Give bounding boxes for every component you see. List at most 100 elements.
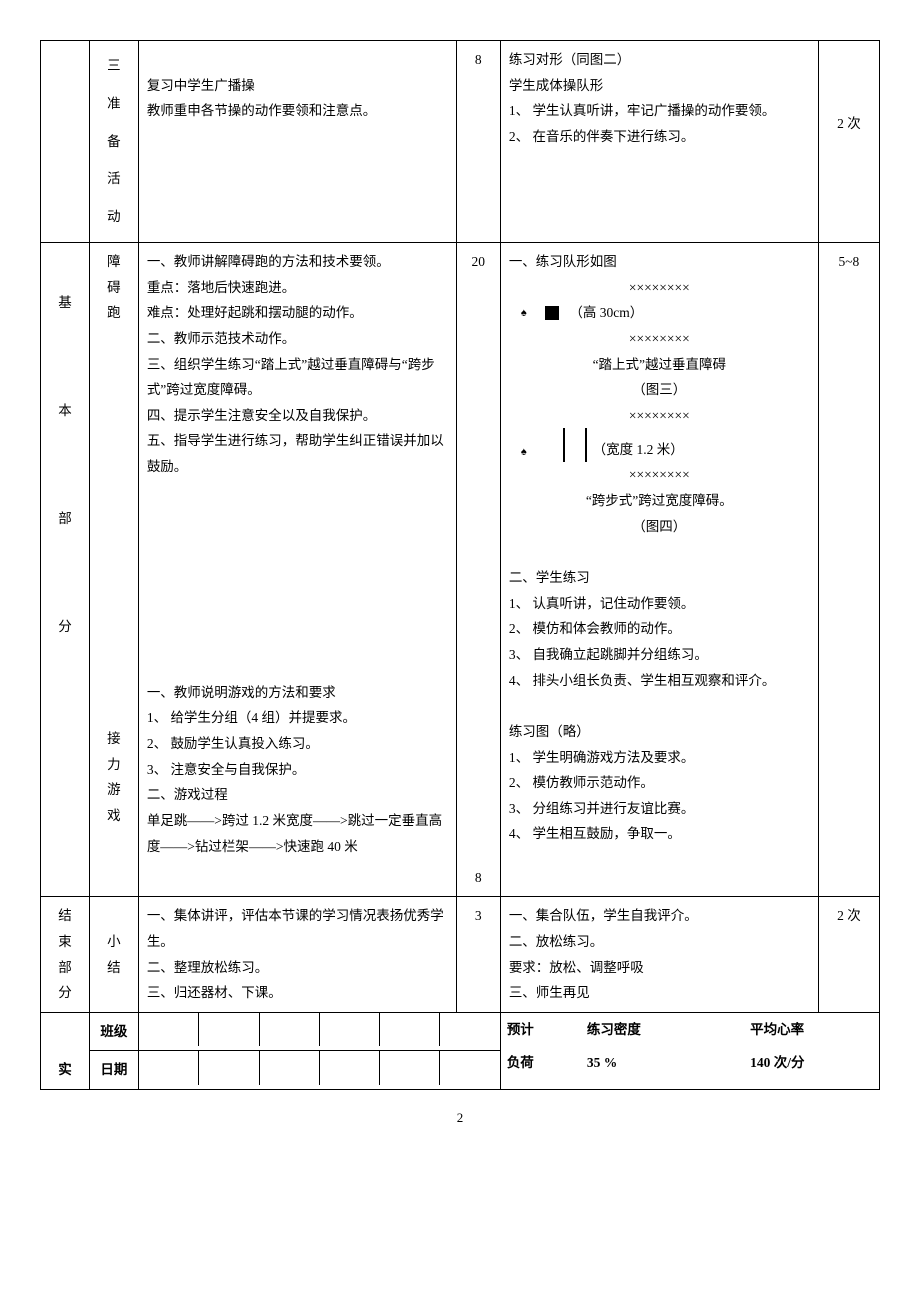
content1-text: 一、教师讲解障碍跑的方法和技术要领。 重点：落地后快速跑进。 难点：处理好起跳和… [147,249,448,480]
content2-head: 一、教师说明游戏的方法和要求 [147,680,448,706]
n2a: 5~8 [838,254,859,269]
width-label: （宽度 1.2 米） [593,437,684,463]
fig4: （图四） [509,514,810,540]
square-icon [545,306,559,320]
activity-cell: 练习对形（同图二） 学生成体操队形 1、 学生认真听讲，牢记广播操的动作要领。 … [500,41,818,243]
section-cell-shi: 实 [41,1012,90,1089]
list-item: 分组练习并进行友谊比赛。 [532,801,694,816]
list-item: 学生相互鼓励，争取一。 [532,826,681,841]
act2-head: 练习图（略） [509,719,810,745]
bars-icon [533,428,587,462]
list-item: 排头小组长负责、学生相互观察和评介。 [532,673,775,688]
content2-list: 1、 给学生分组（4 组）并提要求。 2、 鼓励学生认真投入练习。 3、 注意安… [147,705,448,782]
content-cell-end: 一、集体讲评，评估本节课的学习情况表扬优秀学生。 二、整理放松练习。 三、归还器… [138,897,456,1013]
content-text: 复习中学生广播操 教师重申各节操的动作要领和注意点。 [147,78,377,119]
num-cell: 8 [456,41,500,243]
shi-text: 实 [58,1062,72,1077]
diagram-row: ♠ （高 30cm） [509,300,810,326]
table-row: 结 束 部 分 小 结 一、集体讲评，评估本节课的学习情况表扬优秀学生。 二、整… [41,897,880,1013]
riqi-label-cell: 日期 [89,1051,138,1090]
list-item: 模仿教师示范动作。 [532,775,654,790]
list-item: 模仿和体会教师的动作。 [532,621,681,636]
banji-label: 班级 [100,1024,127,1039]
table-row: 实 班级 预计 练习密度 平均心率 负荷 35 [41,1012,880,1051]
num-cell-end: 3 [456,897,500,1013]
n1a: 20 [472,254,486,269]
sub-cell-combined: 障 碍 跑 接 力 游 戏 [89,242,138,896]
section-cell-end: 结 束 部 分 [41,897,90,1013]
page-num-text: 2 [457,1110,464,1125]
list-item: 认真听讲，记住动作要领。 [532,596,694,611]
n1-end: 3 [475,908,482,923]
activity-list: 1、 学生认真听讲，牢记广播操的动作要领。 2、 在音乐的伴奏下进行练习。 [509,98,810,149]
person-icon: ♠ [521,442,527,463]
n1b: 8 [475,870,482,885]
activity-cell-end: 一、集合队伍，学生自我评介。 二、放松练习。 要求：放松、调整呼吸 三、师生再见 [500,897,818,1013]
activity-cell-main: 一、练习队形如图 ×××××××× ♠ （高 30cm） ×××××××× “踏… [500,242,818,896]
list-item: 自我确立起跳脚并分组练习。 [532,647,708,662]
xline: ×××××××× [509,403,810,429]
xline: ×××××××× [509,462,810,488]
content-cell: 复习中学生广播操 教师重申各节操的动作要领和注意点。 [138,41,456,243]
person-icon: ♠ [521,303,527,324]
table-row: 基 本 部 分 障 碍 跑 接 力 游 戏 一、教师讲解障碍跑的方法和技术要领。… [41,242,880,896]
kuabu: “跨步式”跨过宽度障碍。 [509,488,810,514]
table-row: 三 准 备 活 动 复习中学生广播操 教师重申各节操的动作要领和注意点。 8 练… [41,41,880,243]
tashang: “踏上式”越过垂直障碍 [509,352,810,378]
diagram-row-2: ♠ （宽度 1.2 米） [509,428,810,462]
section-char: 分 [49,573,81,681]
num-text: 8 [475,52,482,67]
list-item: 学生认真听讲，牢记广播操的动作要领。 [532,103,775,118]
section-end-text: 结 束 部 分 [58,908,72,1000]
activity-end-text: 一、集合队伍，学生自我评介。 二、放松练习。 要求：放松、调整呼吸 三、师生再见 [509,908,698,1000]
banji-grid [138,1012,500,1051]
section-char: 本 [49,357,81,465]
sub-cell-summary: 小 结 [89,897,138,1013]
midu-label: 练习密度 [587,1022,641,1037]
section-char: 部 [49,465,81,573]
yuji-label: 预计 [507,1022,534,1037]
num-cell-main: 20 8 [456,242,500,896]
content-end-text: 一、集体讲评，评估本节课的学习情况表扬优秀学生。 二、整理放松练习。 三、归还器… [147,908,444,1000]
banji-label-cell: 班级 [89,1012,138,1051]
act1-list: 1、 认真听讲，记住动作要领。 2、 模仿和体会教师的动作。 3、 自我确立起跳… [509,591,810,694]
hr-val: 140 次/分 [750,1055,804,1070]
sub1-text: 障 碍 跑 [98,249,130,326]
sub-summary-text: 小 结 [107,934,121,975]
height-label: （高 30cm） [569,300,643,326]
content-cell-main: 一、教师讲解障碍跑的方法和技术要领。 重点：落地后快速跑进。 难点：处理好起跳和… [138,242,456,896]
sub2-text: 接 力 游 戏 [98,726,130,829]
fuhe-label: 负荷 [507,1055,534,1070]
times-cell-end: 2 次 [818,897,879,1013]
hr-label: 平均心率 [750,1022,804,1037]
list-item: 在音乐的伴奏下进行练习。 [532,129,694,144]
list-item: 学生明确游戏方法及要求。 [532,750,694,765]
list-item: 注意安全与自我保护。 [170,762,305,777]
times-cell-main: 5~8 [818,242,879,896]
fig3: （图三） [509,377,810,403]
list-item: 鼓励学生认真投入练习。 [170,736,319,751]
n2-end: 2 次 [837,908,861,923]
riqi-grid [138,1051,500,1090]
riqi-label: 日期 [100,1062,127,1077]
document-page: 三 准 备 活 动 复习中学生广播操 教师重申各节操的动作要领和注意点。 8 练… [40,40,880,1126]
section-char: 基 [49,249,81,357]
times-text: 2 次 [837,116,861,131]
list-item: 给学生分组（4 组）并提要求。 [170,710,356,725]
act2-list: 1、 学生明确游戏方法及要求。 2、 模仿教师示范动作。 3、 分组练习并进行友… [509,745,810,848]
load-cell: 预计 练习密度 平均心率 负荷 35 % 140 次/分 [500,1012,879,1089]
section-cell-empty [41,41,90,243]
times-cell: 2 次 [818,41,879,243]
lesson-plan-table: 三 准 备 活 动 复习中学生广播操 教师重申各节操的动作要领和注意点。 8 练… [40,40,880,1090]
xline: ×××××××× [509,326,810,352]
act1-heading: 一、练习队形如图 [509,249,810,275]
activity-head: 练习对形（同图二） 学生成体操队形 [509,47,810,98]
xline: ×××××××× [509,275,810,301]
sub-cell-prep: 三 准 备 活 动 [89,41,138,243]
sub-text: 三 准 备 活 动 [98,47,130,236]
midu-val: 35 % [587,1055,617,1070]
page-number: 2 [40,1110,880,1126]
content2-b: 二、游戏过程 单足跳——>跨过 1.2 米宽度——>跳过一定垂直高度——>钻过栏… [147,782,448,859]
section-cell-main: 基 本 部 分 [41,242,90,896]
act1-b: 二、学生练习 [509,565,810,591]
